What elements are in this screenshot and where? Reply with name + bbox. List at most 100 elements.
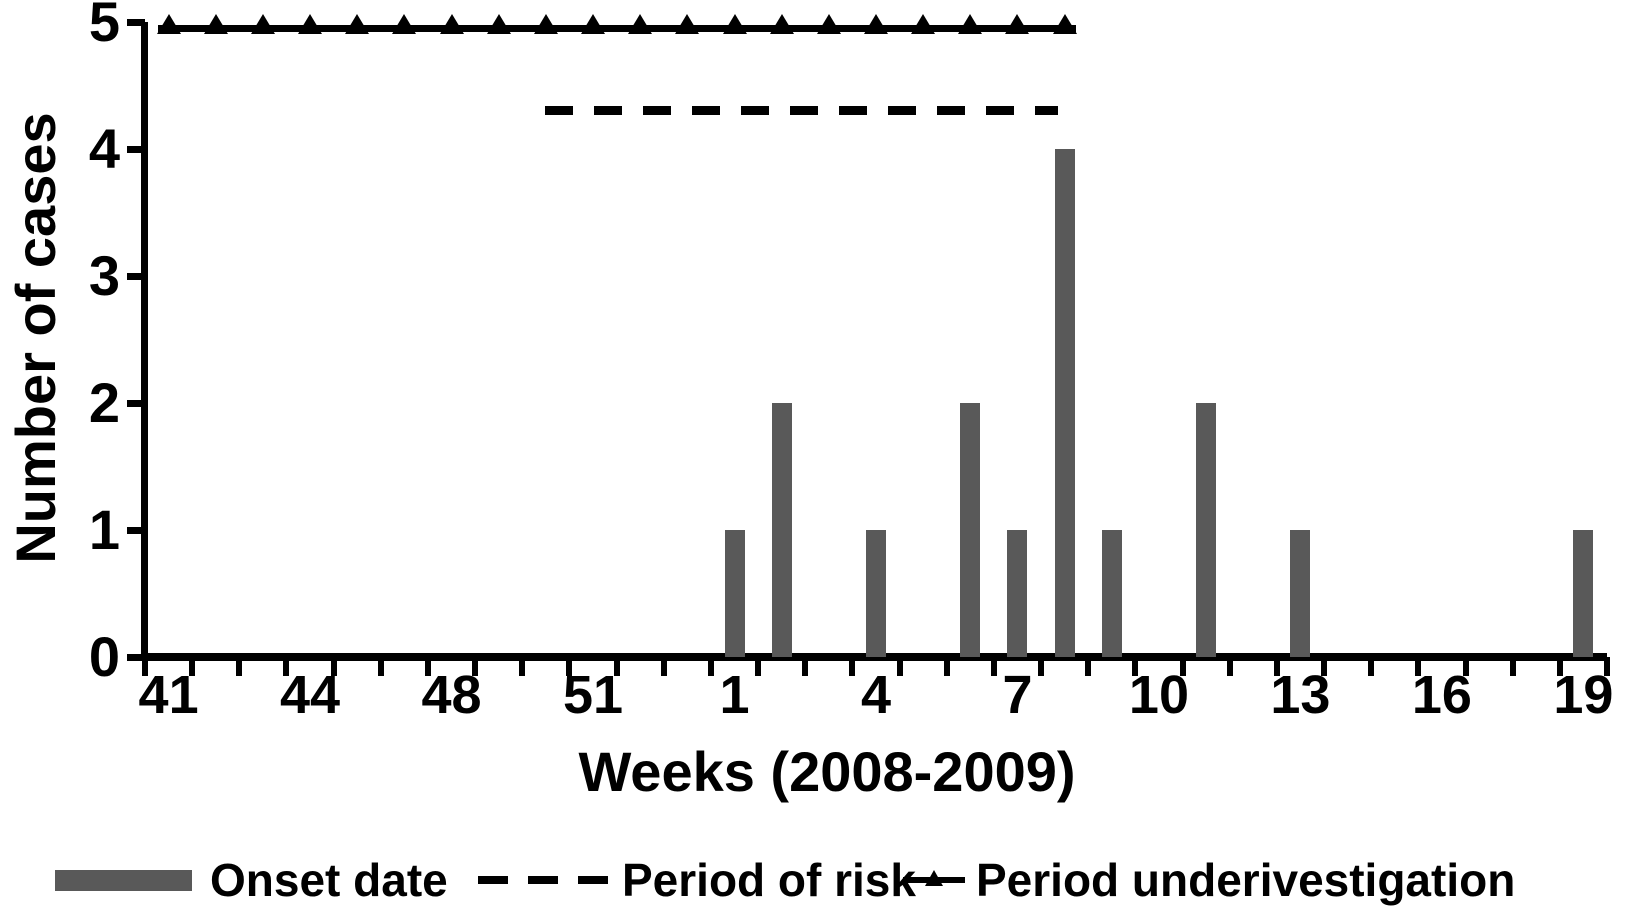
x-tick <box>990 657 997 676</box>
case-bar-week-1 <box>724 530 745 657</box>
x-tick <box>377 657 384 676</box>
triangle-marker <box>486 14 511 35</box>
y-tick-label: 5 <box>88 0 120 53</box>
x-tick-label: 4 <box>860 665 892 725</box>
x-tick-label: 16 <box>1411 665 1472 725</box>
triangle-marker <box>1052 14 1077 35</box>
y-tick <box>127 272 145 280</box>
triangle-marker <box>298 14 323 35</box>
triangle-marker <box>203 14 228 35</box>
case-bar-week-19 <box>1573 530 1594 657</box>
y-tick <box>127 145 145 153</box>
triangle-marker <box>816 14 841 35</box>
x-tick <box>755 657 762 676</box>
x-tick-label: 1 <box>719 665 750 725</box>
x-tick <box>142 657 148 676</box>
x-axis-title: Weeks (2008-2009) <box>578 740 1076 803</box>
bar-swatch-icon <box>55 869 192 891</box>
x-tick <box>613 657 620 676</box>
y-tick-label: 1 <box>88 498 120 561</box>
x-tick <box>849 657 856 676</box>
x-tick <box>472 657 479 676</box>
case-bar-week-13 <box>1290 530 1311 657</box>
risk-period-line <box>544 106 1059 116</box>
y-axis-line <box>141 22 148 661</box>
legend-item-period-of-risk: Period of risk <box>478 854 916 906</box>
x-tick-label: 10 <box>1128 665 1189 725</box>
triangle-marker <box>958 14 983 35</box>
x-tick <box>1273 657 1280 676</box>
case-bar-week-8 <box>1054 149 1075 657</box>
x-tick <box>1085 657 1092 676</box>
legend-label-period-of-risk: Period of risk <box>622 854 916 906</box>
x-tick <box>424 657 431 676</box>
legend-label-onset-date: Onset date <box>210 854 448 906</box>
y-tick-label: 0 <box>88 625 120 688</box>
x-tick <box>943 657 950 676</box>
x-tick <box>1226 657 1233 676</box>
y-tick-label: 2 <box>88 371 120 434</box>
x-tick <box>1321 657 1328 676</box>
x-tick <box>1462 657 1469 676</box>
y-tick <box>127 18 145 26</box>
triangle-marker <box>345 14 370 35</box>
x-tick <box>707 657 714 676</box>
x-tick <box>330 657 337 676</box>
case-bar-week-6 <box>960 403 981 657</box>
x-tick-label: 48 <box>421 665 482 725</box>
x-tick <box>1038 657 1045 676</box>
x-tick <box>236 657 243 676</box>
x-tick-label: 41 <box>138 665 199 725</box>
triangle-marker <box>1005 14 1030 35</box>
x-tick <box>896 657 903 676</box>
case-bar-week-7 <box>1007 530 1028 657</box>
x-tick <box>1368 657 1375 676</box>
x-tick <box>1415 657 1422 676</box>
x-tick <box>1179 657 1186 676</box>
triangle-marker <box>392 14 417 35</box>
triangle-marker <box>581 14 606 35</box>
legend-label-period-under-investigation: Period underivestigation <box>976 854 1516 906</box>
case-bar-week-2 <box>771 403 792 657</box>
x-tick <box>519 657 526 676</box>
y-tick <box>127 526 145 534</box>
x-tick-label: 7 <box>1002 665 1033 725</box>
triangle-line-icon <box>903 869 965 891</box>
case-bar-week-11 <box>1196 403 1217 657</box>
y-tick <box>127 399 145 407</box>
legend-item-onset-date: Onset date <box>55 854 448 906</box>
y-tick <box>127 653 145 661</box>
triangle-marker <box>864 14 888 35</box>
x-tick-label: 51 <box>562 665 624 725</box>
triangle-marker <box>156 14 181 35</box>
y-tick-label: 3 <box>88 244 120 307</box>
x-tick-label: 13 <box>1270 665 1331 725</box>
x-tick <box>802 657 809 676</box>
triangle-marker <box>675 14 700 35</box>
x-tick <box>283 657 290 676</box>
investigation-line <box>157 24 1076 32</box>
triangle-marker <box>911 14 936 35</box>
dashed-line-icon <box>478 876 608 884</box>
triangle-marker <box>722 14 747 35</box>
triangle-marker <box>439 14 464 35</box>
triangle-marker <box>250 14 275 35</box>
x-tick-label: 19 <box>1553 665 1614 725</box>
x-tick-label: 44 <box>280 665 341 725</box>
x-tick <box>1509 657 1516 676</box>
x-tick <box>566 657 573 676</box>
triangle-marker <box>628 14 653 35</box>
x-tick <box>1604 657 1610 676</box>
x-tick <box>189 657 196 676</box>
y-tick-label: 4 <box>88 117 120 180</box>
x-tick <box>1556 657 1563 676</box>
triangle-marker <box>533 14 558 35</box>
triangle-marker <box>769 14 794 35</box>
x-tick <box>1132 657 1139 676</box>
case-bar-week-4 <box>866 530 886 657</box>
x-tick <box>660 657 667 676</box>
case-bar-week-9 <box>1101 530 1122 657</box>
legend-item-period-under-investigation: Period underivestigation <box>903 854 1515 906</box>
x-axis-line <box>141 653 1607 661</box>
